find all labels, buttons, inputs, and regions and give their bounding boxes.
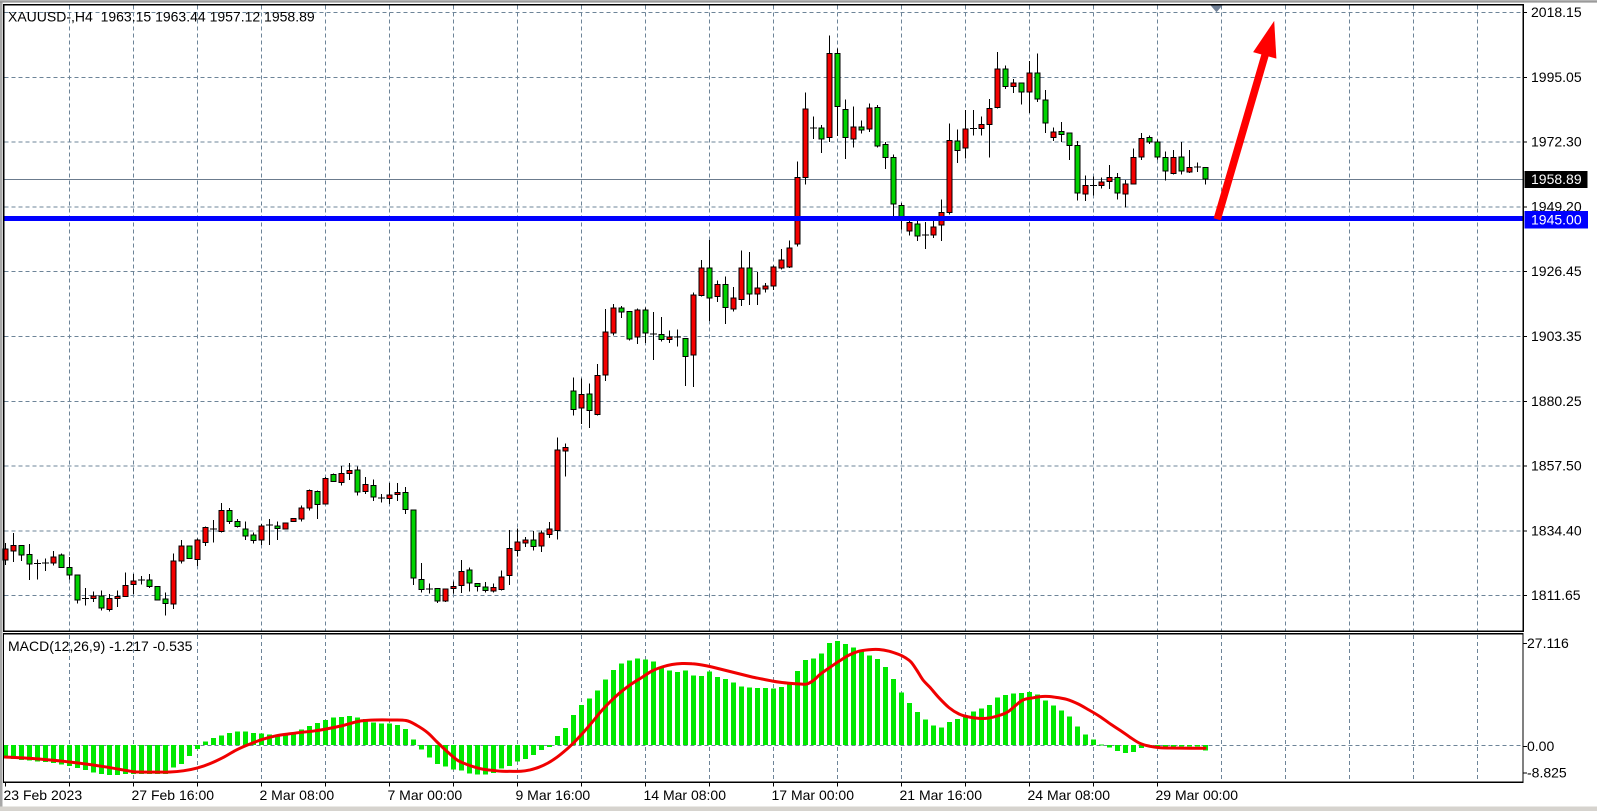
svg-text:-8.825: -8.825 (1527, 765, 1567, 781)
svg-text:1880.25: 1880.25 (1531, 393, 1582, 409)
svg-text:1811.65: 1811.65 (1531, 587, 1581, 603)
svg-text:24 Mar 08:00: 24 Mar 08:00 (1028, 787, 1111, 803)
svg-text:9 Mar 16:00: 9 Mar 16:00 (516, 787, 591, 803)
svg-text:1857.50: 1857.50 (1531, 458, 1582, 474)
svg-text:1903.35: 1903.35 (1531, 328, 1582, 344)
svg-text:1958.89: 1958.89 (1531, 171, 1582, 187)
svg-text:1926.45: 1926.45 (1531, 263, 1582, 279)
svg-text:1945.00: 1945.00 (1531, 212, 1582, 228)
svg-text:14 Mar 08:00: 14 Mar 08:00 (644, 787, 727, 803)
svg-text:27 Feb 16:00: 27 Feb 16:00 (132, 787, 215, 803)
svg-text:23 Feb 2023: 23 Feb 2023 (4, 787, 83, 803)
svg-text:MACD(12,26,9) -1.217 -0.535: MACD(12,26,9) -1.217 -0.535 (8, 638, 193, 654)
svg-text:1995.05: 1995.05 (1531, 69, 1582, 85)
svg-text:27.116: 27.116 (1527, 635, 1569, 651)
svg-text:21 Mar 16:00: 21 Mar 16:00 (900, 787, 983, 803)
svg-text:7 Mar 00:00: 7 Mar 00:00 (388, 787, 463, 803)
svg-text:17 Mar 00:00: 17 Mar 00:00 (772, 787, 855, 803)
svg-text:1949.20: 1949.20 (1531, 198, 1582, 214)
svg-text:XAUUSD-,H4 1963.15 1963.44 19: XAUUSD-,H4 1963.15 1963.44 1957.12 1958.… (8, 9, 315, 25)
svg-text:2018.15: 2018.15 (1531, 4, 1582, 20)
svg-text:29 Mar 00:00: 29 Mar 00:00 (1156, 787, 1239, 803)
svg-text:1972.30: 1972.30 (1531, 134, 1582, 150)
svg-text:1834.40: 1834.40 (1531, 522, 1582, 538)
svg-text:2 Mar 08:00: 2 Mar 08:00 (260, 787, 335, 803)
svg-text:0.00: 0.00 (1527, 738, 1554, 754)
